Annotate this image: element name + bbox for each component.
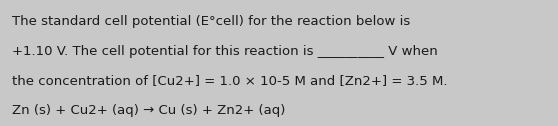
Text: The standard cell potential (E°cell) for the reaction below is: The standard cell potential (E°cell) for… xyxy=(12,15,411,28)
Text: Zn (s) + Cu2+ (aq) → Cu (s) + Zn2+ (aq): Zn (s) + Cu2+ (aq) → Cu (s) + Zn2+ (aq) xyxy=(12,104,286,117)
Text: the concentration of [Cu2+] = 1.0 × 10-5 M and [Zn2+] = 3.5 M.: the concentration of [Cu2+] = 1.0 × 10-5… xyxy=(12,74,448,87)
Text: +1.10 V. The cell potential for this reaction is __________ V when: +1.10 V. The cell potential for this rea… xyxy=(12,45,438,58)
